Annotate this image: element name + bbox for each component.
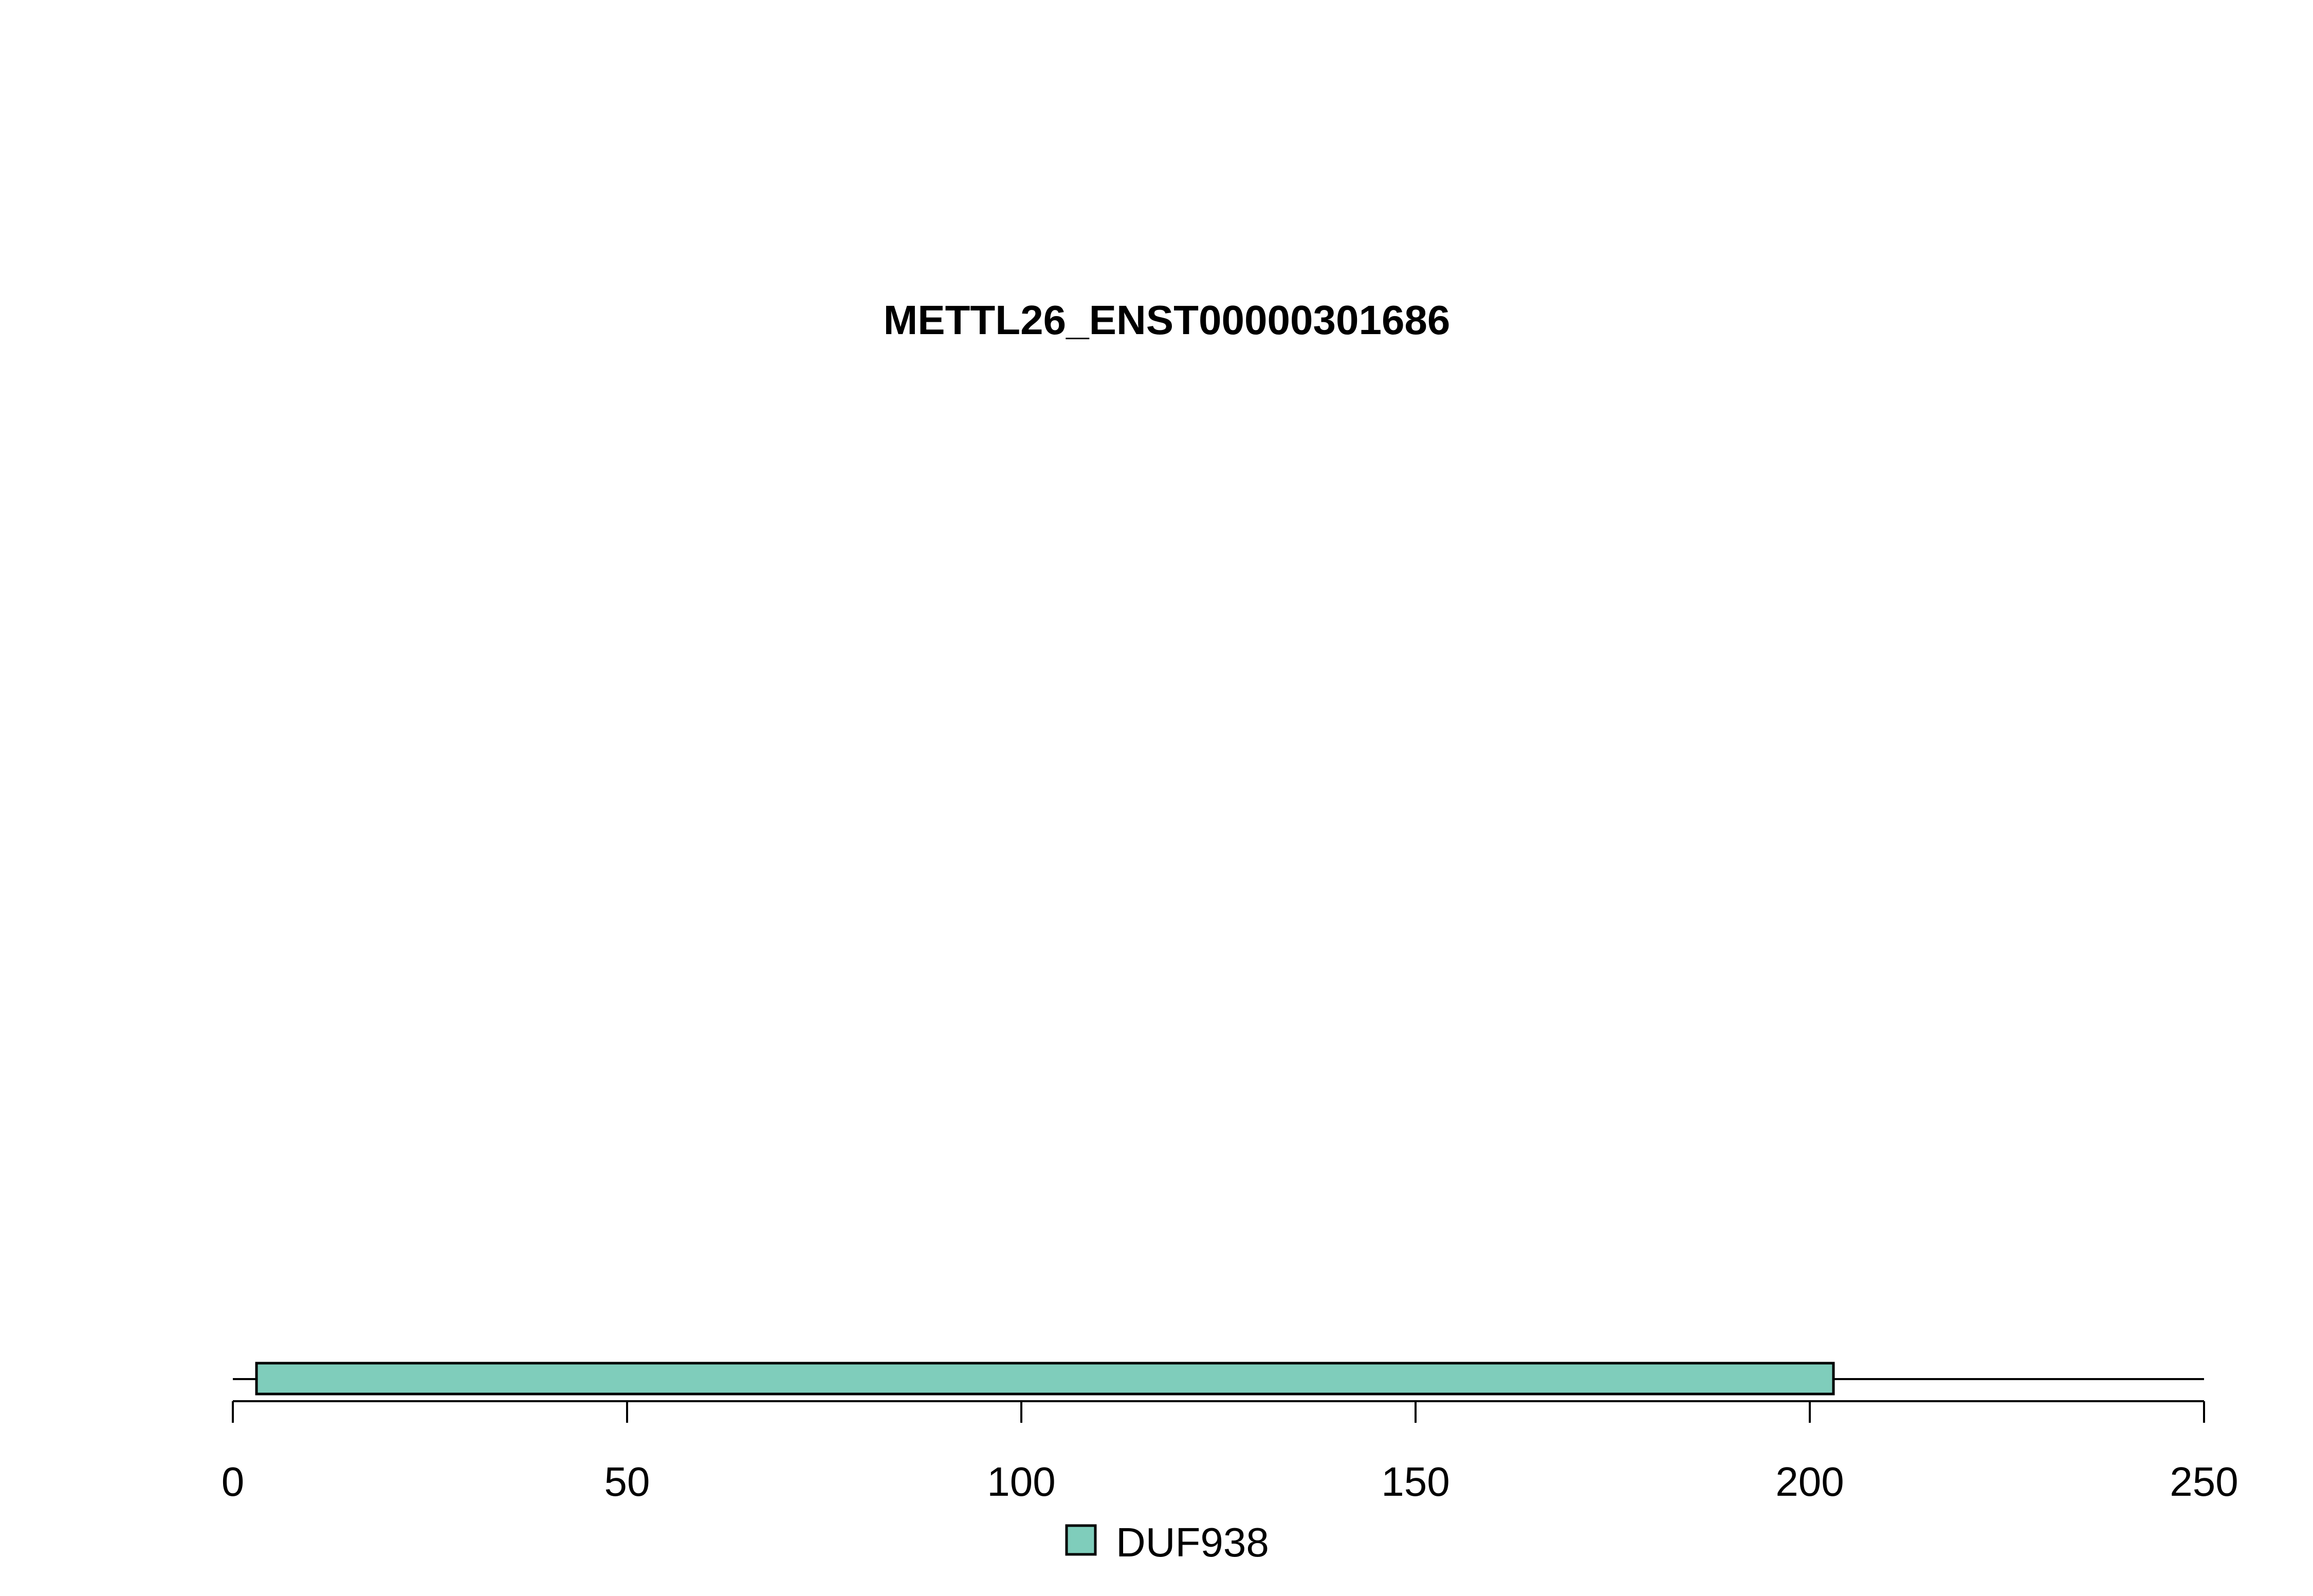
legend-label: DUF938 [1116, 1519, 1269, 1565]
x-tick-label: 150 [1381, 1459, 1449, 1505]
chart-title: METTL26_ENST00000301686 [884, 297, 1451, 343]
x-tick-label: 200 [1775, 1459, 1844, 1505]
x-tick-label: 50 [604, 1459, 650, 1505]
protein-track [233, 1362, 2204, 1396]
x-tick-label: 0 [222, 1459, 245, 1505]
legend-swatch [1065, 1524, 1097, 1556]
domain-bar-duf938 [255, 1362, 1835, 1396]
x-tick-label: 100 [987, 1459, 1055, 1505]
x-tick-label: 250 [2170, 1459, 2238, 1505]
legend: DUF938 [1065, 1519, 1269, 1565]
x-axis: 0 50 100 150 200 250 [222, 1400, 2238, 1505]
